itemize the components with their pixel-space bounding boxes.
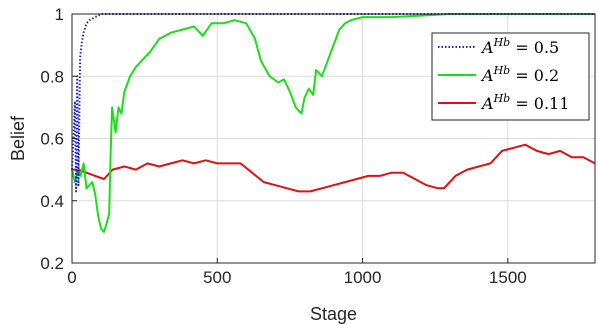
x-axis-label: Stage	[310, 304, 357, 324]
series-layer	[71, 13, 596, 233]
x-tick-label: 1500	[489, 268, 527, 287]
legend-entry-label: AHb = 0.5	[480, 36, 559, 57]
series-line-2	[72, 143, 596, 193]
series-line-0	[71, 13, 595, 193]
y-tick-label: 0.6	[40, 130, 64, 149]
axis-ticks: 0 500 1000 1500 0.2 0.4 0.6 0.8 1	[40, 5, 526, 287]
legend-entry-label: AHb = 0.2	[480, 64, 559, 85]
y-tick-label: 0.8	[40, 67, 64, 86]
x-tick-label: 0	[67, 268, 76, 287]
x-tick-label: 500	[203, 268, 231, 287]
legend-entry-label: AHb = 0.11	[480, 92, 569, 113]
y-tick-label: 1	[55, 5, 64, 24]
legend-box	[431, 32, 590, 121]
y-tick-label: 0.2	[40, 254, 64, 273]
legend: AHb = 0.5 AHb = 0.2 AHb = 0.11	[431, 32, 590, 121]
y-tick-label: 0.4	[40, 192, 64, 211]
y-axis-label: Belief	[8, 115, 28, 161]
series-line-1	[71, 13, 595, 233]
x-tick-label: 1000	[344, 268, 382, 287]
